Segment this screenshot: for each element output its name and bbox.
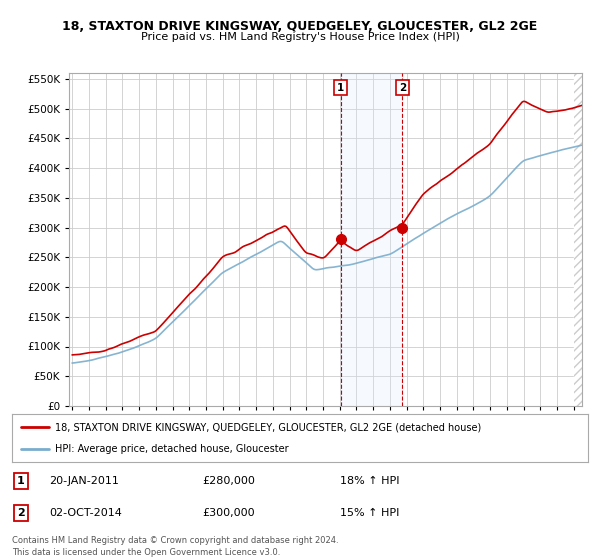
- Bar: [574, 73, 582, 406]
- Text: 1: 1: [17, 476, 25, 486]
- Text: £300,000: £300,000: [202, 508, 255, 518]
- Text: 18, STAXTON DRIVE KINGSWAY, QUEDGELEY, GLOUCESTER, GL2 2GE: 18, STAXTON DRIVE KINGSWAY, QUEDGELEY, G…: [62, 20, 538, 32]
- Text: 1: 1: [337, 83, 344, 93]
- Text: This data is licensed under the Open Government Licence v3.0.: This data is licensed under the Open Gov…: [12, 548, 280, 557]
- Text: 2: 2: [399, 83, 406, 93]
- Text: £280,000: £280,000: [202, 476, 255, 486]
- Text: 18% ↑ HPI: 18% ↑ HPI: [340, 476, 400, 486]
- Text: Contains HM Land Registry data © Crown copyright and database right 2024.: Contains HM Land Registry data © Crown c…: [12, 536, 338, 545]
- Text: Price paid vs. HM Land Registry's House Price Index (HPI): Price paid vs. HM Land Registry's House …: [140, 32, 460, 43]
- Text: 2: 2: [17, 508, 25, 518]
- Text: HPI: Average price, detached house, Gloucester: HPI: Average price, detached house, Glou…: [55, 444, 289, 454]
- Text: 18, STAXTON DRIVE KINGSWAY, QUEDGELEY, GLOUCESTER, GL2 2GE (detached house): 18, STAXTON DRIVE KINGSWAY, QUEDGELEY, G…: [55, 422, 481, 432]
- Text: 15% ↑ HPI: 15% ↑ HPI: [340, 508, 400, 518]
- Bar: [341, 73, 403, 406]
- Bar: [574, 73, 582, 406]
- Text: 20-JAN-2011: 20-JAN-2011: [49, 476, 119, 486]
- Text: 02-OCT-2014: 02-OCT-2014: [49, 508, 122, 518]
